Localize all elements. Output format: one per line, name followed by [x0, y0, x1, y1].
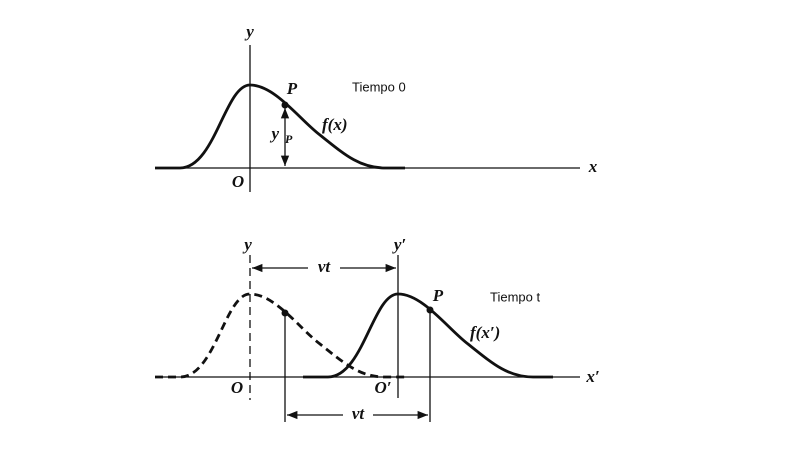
time-label: Tiempo 0: [352, 79, 406, 94]
function-label: f(x): [322, 115, 347, 134]
time-label: Tiempo t: [490, 289, 540, 304]
pulse-moved: [301, 292, 555, 379]
origin-label: O: [232, 172, 244, 191]
shift-label: vt: [352, 404, 366, 423]
displacement-subscript: P: [285, 132, 293, 146]
y-moved-label: y′: [392, 235, 406, 254]
function-label: f(x′): [470, 323, 500, 342]
point-label: P: [286, 79, 298, 98]
x-label: x: [588, 157, 598, 176]
y-label: y: [242, 235, 252, 254]
origin-moved-label: O′: [374, 378, 391, 397]
bottom-panel: y y′ vt vt x′ O O′ P f(x′) Tiempo t: [153, 235, 600, 423]
pulse: [153, 83, 407, 170]
displacement-label: y: [269, 124, 279, 143]
y-label: y: [244, 22, 254, 41]
point-label: P: [432, 286, 444, 305]
point-p: [281, 101, 289, 109]
shift-label: vt: [318, 257, 332, 276]
origin-label: O: [231, 378, 243, 397]
top-panel: y x O P y P f(x) Tiempo 0: [153, 22, 598, 192]
x-label: x′: [585, 367, 599, 386]
